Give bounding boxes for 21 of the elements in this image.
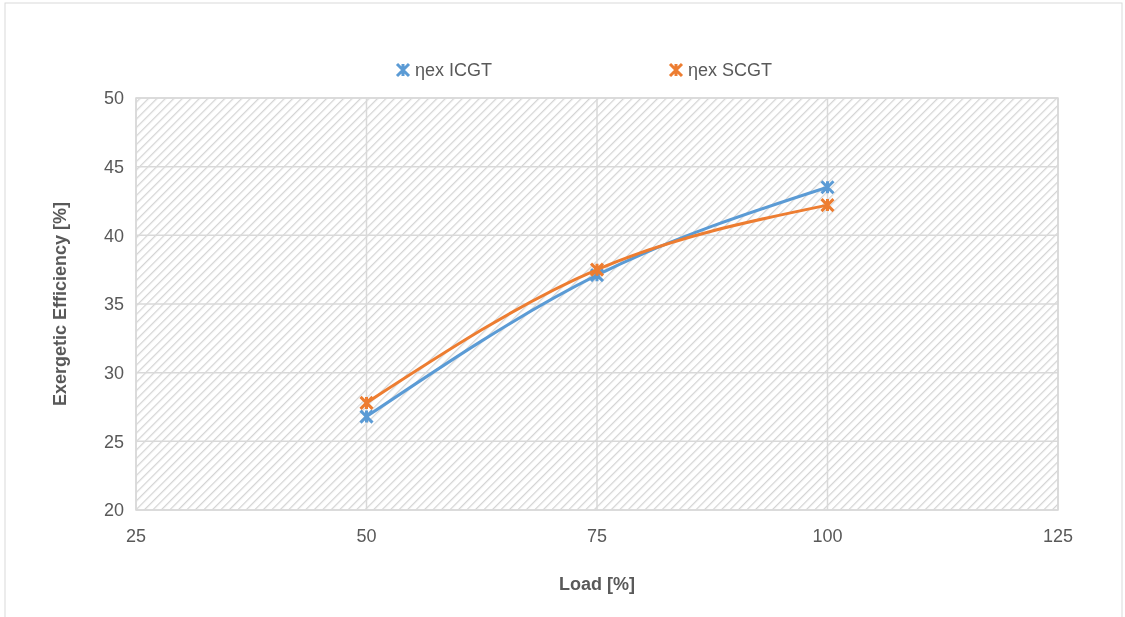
legend-label: ηex ICGT bbox=[415, 60, 493, 81]
x-axis-title: Load [%] bbox=[559, 574, 635, 594]
point bbox=[589, 262, 605, 278]
y-axis-title: Exergetic Efficiency [%] bbox=[50, 201, 70, 407]
x-tick-label: 75 bbox=[586, 526, 608, 546]
x-tick-label: 100 bbox=[812, 526, 843, 546]
x-tick-label: 25 bbox=[125, 526, 147, 546]
point bbox=[359, 409, 374, 425]
y-tick-label: 35 bbox=[103, 294, 124, 315]
y-tick-label: 50 bbox=[103, 88, 124, 109]
point bbox=[820, 179, 835, 195]
legend-label: ηex SCGT bbox=[688, 60, 773, 81]
y-tick-label: 30 bbox=[103, 362, 124, 383]
y-tick-label: 20 bbox=[103, 500, 124, 521]
y-tick-label: 40 bbox=[103, 225, 124, 246]
y-tick-label: 25 bbox=[103, 431, 124, 452]
x-tick-label: 50 bbox=[356, 526, 377, 546]
x-tick-label: 125 bbox=[1042, 526, 1074, 546]
y-tick-label: 45 bbox=[103, 156, 124, 177]
point bbox=[820, 197, 835, 213]
point bbox=[359, 395, 374, 411]
